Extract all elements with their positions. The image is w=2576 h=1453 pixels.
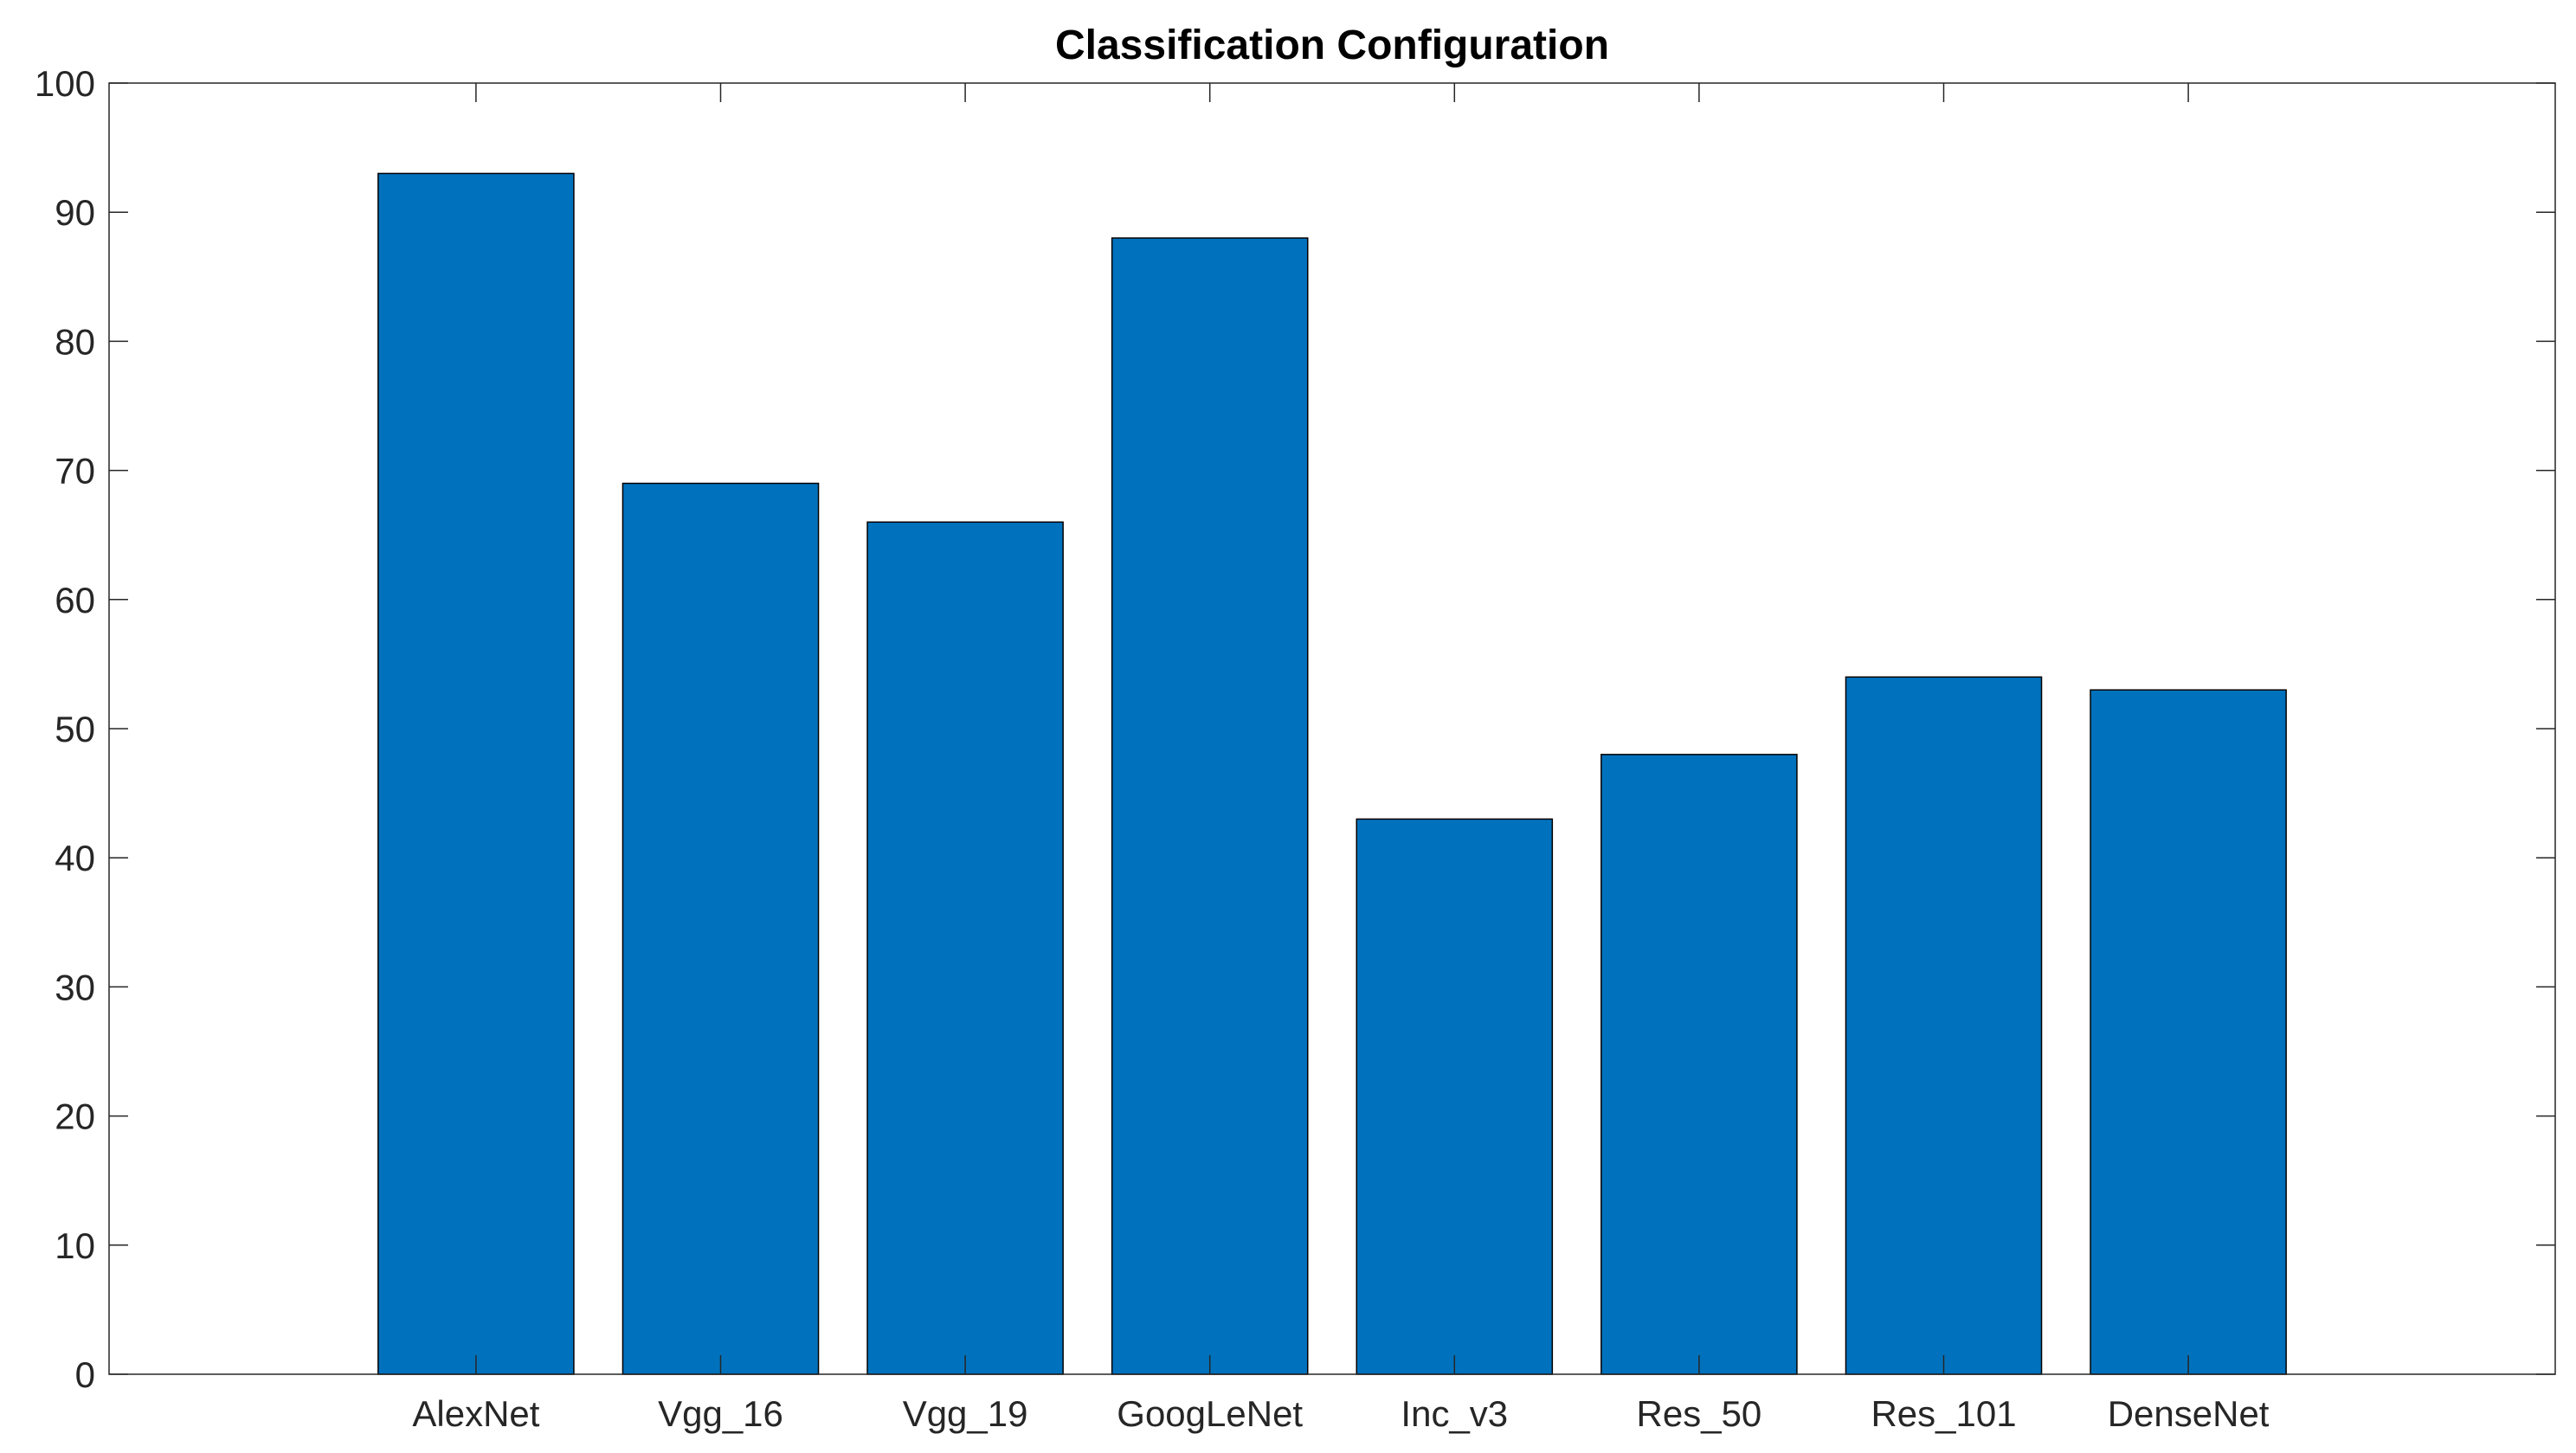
bar-alexnet — [377, 172, 575, 1375]
bar-densenet — [2090, 689, 2287, 1375]
y-tick-label: 100 — [35, 63, 95, 104]
y-tick-label: 10 — [55, 1225, 95, 1266]
x-tick-label: GoogLeNet — [1117, 1393, 1303, 1434]
y-tick-label: 50 — [55, 709, 95, 749]
bar-inc-v3 — [1356, 818, 1554, 1375]
bar-googlenet — [1111, 237, 1309, 1375]
y-tick-label: 80 — [55, 321, 95, 362]
x-tick-label: Vgg_16 — [658, 1393, 783, 1434]
bar-vgg-19 — [866, 521, 1064, 1375]
y-tick-label: 40 — [55, 838, 95, 878]
tick-labels-layer: 0 10 20 30 40 50 60 70 80 90 100 AlexNet Vgg_16 Vgg_1… — [35, 63, 2270, 1434]
chart-title: Classification Configuration — [1055, 23, 1609, 68]
x-tick-label: Res_50 — [1637, 1393, 1762, 1434]
x-tick-label: AlexNet — [412, 1393, 539, 1434]
bar-res-50 — [1600, 754, 1798, 1375]
x-tick-label: Inc_v3 — [1401, 1393, 1508, 1434]
y-tick-label: 60 — [55, 580, 95, 620]
y-tick-label: 30 — [55, 967, 95, 1007]
y-tick-label: 90 — [55, 192, 95, 233]
y-tick-label: 20 — [55, 1096, 95, 1137]
y-tick-label: 0 — [75, 1354, 95, 1395]
bars-layer — [377, 172, 2287, 1375]
x-tick-label: Res_101 — [1871, 1393, 2016, 1434]
x-tick-label: DenseNet — [2108, 1393, 2270, 1434]
bar-vgg-16 — [621, 482, 820, 1375]
x-tick-label: Vgg_19 — [903, 1393, 1028, 1434]
ticks-layer — [109, 82, 2555, 1375]
y-tick-label: 70 — [55, 451, 95, 492]
bar-res-101 — [1845, 676, 2043, 1375]
